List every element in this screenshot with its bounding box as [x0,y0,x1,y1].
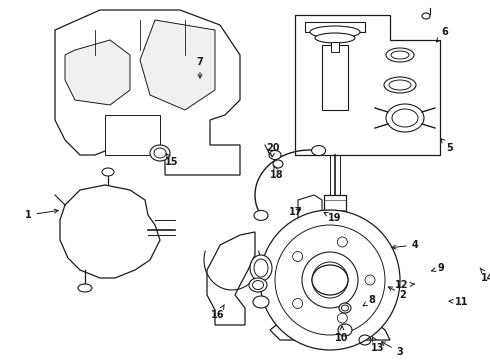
Polygon shape [207,232,255,325]
Text: 14: 14 [480,268,490,283]
Ellipse shape [250,255,272,281]
Text: 18: 18 [270,166,284,180]
Bar [324,195,346,255]
Ellipse shape [273,160,283,168]
Ellipse shape [312,145,325,156]
Ellipse shape [150,145,170,161]
Ellipse shape [252,280,264,289]
Polygon shape [295,15,440,155]
Text: 13: 13 [371,337,385,353]
Text: 5: 5 [441,139,453,153]
Ellipse shape [315,325,345,335]
Ellipse shape [102,168,114,176]
Polygon shape [298,195,322,222]
Circle shape [312,262,348,298]
Polygon shape [60,185,160,278]
Polygon shape [270,318,390,340]
Ellipse shape [249,278,267,292]
Text: 4: 4 [392,240,418,250]
Text: 11: 11 [449,297,469,307]
Ellipse shape [315,33,355,43]
Ellipse shape [154,148,166,158]
Ellipse shape [384,77,416,93]
Ellipse shape [339,303,351,313]
Text: 8: 8 [363,295,375,306]
Text: 3: 3 [381,342,403,357]
Ellipse shape [312,265,348,295]
Polygon shape [65,40,130,105]
Bar [105,115,160,155]
Text: 12: 12 [395,280,415,290]
Text: 15: 15 [165,154,179,167]
Ellipse shape [389,80,411,90]
Bar [322,45,348,110]
Ellipse shape [78,284,92,292]
Text: 6: 6 [437,27,448,42]
Ellipse shape [155,149,165,157]
Ellipse shape [386,48,414,62]
Ellipse shape [386,104,424,132]
Ellipse shape [253,296,269,308]
Circle shape [275,225,385,335]
Circle shape [302,252,358,308]
Ellipse shape [342,305,348,311]
Ellipse shape [151,146,169,160]
Text: 7: 7 [196,57,203,78]
Ellipse shape [392,109,418,127]
Ellipse shape [254,211,268,220]
Text: 17: 17 [289,207,303,217]
Ellipse shape [310,26,360,38]
Ellipse shape [269,150,281,159]
Ellipse shape [391,51,409,59]
Bar [331,42,339,52]
Circle shape [260,210,400,350]
Ellipse shape [254,259,268,277]
Text: 20: 20 [266,143,280,157]
Text: 16: 16 [211,305,225,320]
Text: 10: 10 [335,326,349,343]
Polygon shape [140,20,215,110]
Text: 1: 1 [24,209,58,220]
Text: 2: 2 [389,287,406,300]
Ellipse shape [338,324,352,336]
Polygon shape [55,10,240,175]
Text: 19: 19 [324,212,342,223]
Text: 9: 9 [432,263,444,273]
Bar [305,22,365,32]
